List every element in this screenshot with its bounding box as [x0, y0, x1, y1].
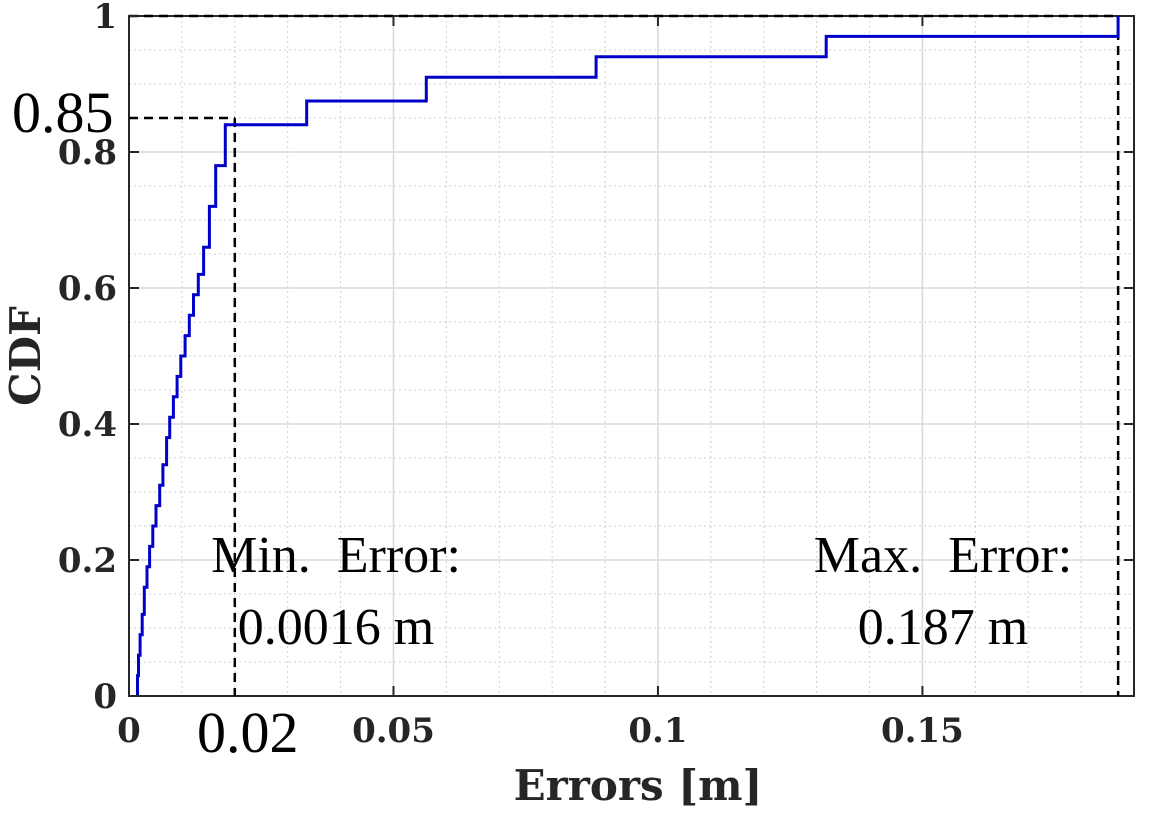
x-tick-label: 0.15 — [881, 711, 964, 751]
y-tick-label: 0.2 — [58, 541, 117, 581]
max-error-title: Max. Error: — [814, 527, 1072, 584]
y-marker-label: 0.85 — [12, 80, 114, 145]
x-tick-label: 0.05 — [352, 711, 435, 751]
y-axis-ticks: 0 0.2 0.4 0.6 0.8 1 — [58, 0, 1134, 717]
max-error-value: 0.187 m — [858, 599, 1028, 656]
reference-lines — [129, 14, 1120, 696]
x-axis-label: Errors [m] — [514, 761, 763, 810]
min-error-title: Min. Error: — [211, 527, 461, 584]
y-axis-label: CDF — [1, 306, 50, 406]
y-tick-label: 1 — [93, 0, 117, 37]
y-tick-label: 0.4 — [58, 405, 117, 445]
min-error-value: 0.0016 m — [238, 599, 434, 656]
grid — [128, 15, 1135, 697]
cdf-series-line — [136, 16, 1120, 696]
y-tick-label: 0.6 — [58, 269, 117, 309]
y-tick-label: 0.8 — [58, 133, 117, 173]
x-tick-label: 0.1 — [628, 711, 687, 751]
x-tick-label: 0 — [117, 711, 141, 751]
x-marker-label: 0.02 — [197, 700, 299, 765]
y-tick-label: 0 — [93, 677, 117, 717]
x-axis-ticks: 0 0.05 0.1 0.15 — [117, 16, 964, 751]
